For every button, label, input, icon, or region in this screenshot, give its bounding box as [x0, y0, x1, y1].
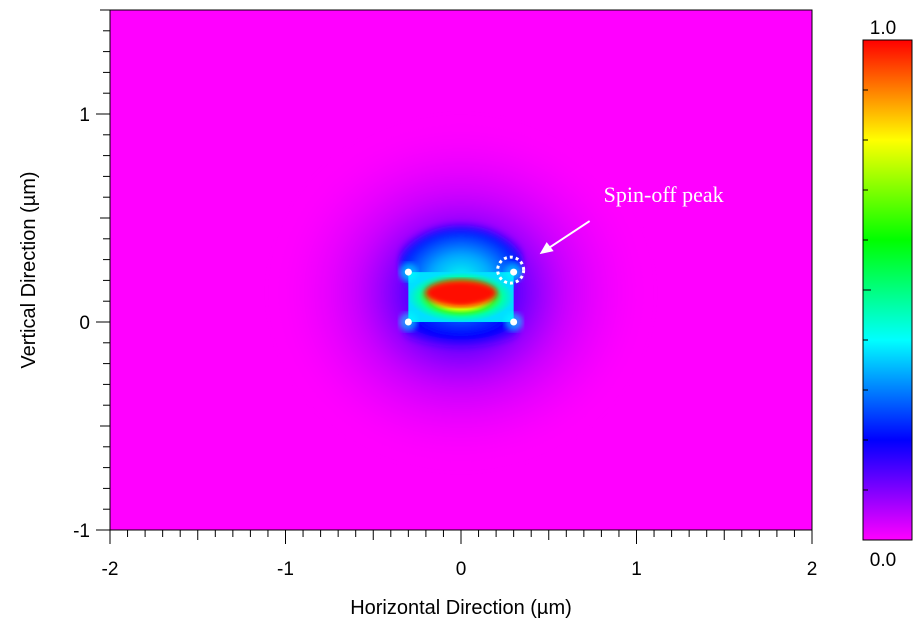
- x-tick-label: 0: [456, 559, 467, 580]
- colorbar-max-label: 1.0: [870, 18, 896, 39]
- x-tick-label: -1: [277, 559, 294, 580]
- x-tick-label: -2: [102, 559, 119, 580]
- x-axis-title: Horizontal Direction (µm): [350, 597, 572, 619]
- annotation-text: Spin-off peak: [604, 182, 724, 207]
- heatmap-field: [110, 10, 812, 530]
- y-tick-label: -1: [73, 521, 90, 542]
- y-tick-label: 0: [79, 313, 90, 334]
- colorbar: 1.0 0.0: [862, 18, 913, 571]
- field-peak: [425, 279, 497, 306]
- annotation-circle: [496, 255, 526, 285]
- annotation: Spin-off peak: [496, 182, 724, 285]
- colorbar-min-label: 0.0: [870, 550, 896, 571]
- x-tick-label: 2: [807, 559, 818, 580]
- axes: -2 -1 0 1 2 -1 0 1: [73, 9, 818, 580]
- corner-hotspot-0: [404, 268, 412, 276]
- corner-hotspot-2: [404, 318, 412, 326]
- corner-hotspot-3: [510, 318, 518, 326]
- x-tick-label: 1: [631, 559, 642, 580]
- y-tick-label: 1: [79, 105, 90, 126]
- annotation-arrow-head: [539, 242, 554, 255]
- annotation-arrow-line: [545, 220, 591, 251]
- y-axis-title: Vertical Direction (µm): [18, 171, 40, 368]
- corner-hotspot-1: [510, 268, 518, 276]
